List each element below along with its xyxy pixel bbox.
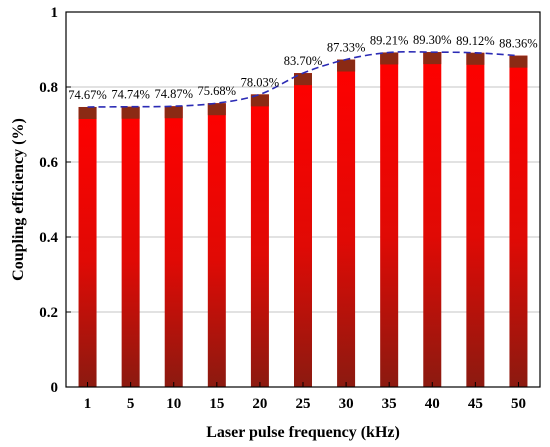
y-ticks-group: 0 0.2 0.4 0.6 0.8 1 [39,5,71,396]
bar [250,94,269,387]
x-tick-label: 45 [468,396,483,412]
data-label: 87.33% [327,41,366,55]
x-tick-label: 20 [252,396,267,412]
data-label: 89.12% [456,34,495,48]
bar-cap [509,55,528,68]
bar [164,106,183,388]
y-tick-label: 0.4 [39,230,58,246]
data-label: 74.74% [111,88,150,102]
data-label: 78.03% [241,75,280,89]
bar-cap [78,106,97,119]
x-tick-label: 30 [339,396,354,412]
y-tick-label: 1 [51,5,59,21]
data-label: 89.21% [370,33,409,47]
bar [121,106,140,387]
bar [294,73,312,387]
y-tick-label: 0 [51,380,59,396]
bar-cap [380,52,399,65]
bar-cap [121,106,140,119]
bar-cap [466,52,485,65]
x-ticks-group: 1 5 10 15 20 25 30 35 40 45 50 [84,382,526,412]
x-tick-label: 40 [425,396,440,412]
bar [423,52,442,387]
y-tick-label: 0.8 [39,80,58,96]
bar-cap [207,103,226,116]
x-axis-label: Laser pulse frequency (kHz) [206,424,400,441]
bar [509,55,528,388]
data-label: 88.36% [499,37,538,51]
bar [380,52,399,388]
bars-group [78,52,528,388]
data-label: 74.87% [154,87,193,101]
y-tick-label: 0.2 [39,305,58,321]
bar [337,59,356,387]
x-tick-label: 10 [166,396,181,412]
bar-cap [294,73,312,86]
x-tick-label: 50 [511,396,526,412]
bar-cap [337,59,356,72]
data-label: 75.68% [198,84,237,98]
y-tick-label: 0.6 [39,155,58,171]
y-axis-label: Coupling efficiency (%) [10,118,27,281]
data-label: 83.70% [284,54,323,68]
bar-cap [250,94,269,107]
bar [207,103,226,387]
data-label: 89.30% [413,33,452,47]
x-tick-label: 1 [84,396,92,412]
x-tick-label: 5 [127,396,135,412]
x-tick-label: 15 [209,396,224,412]
bar [466,52,485,388]
bar [78,106,97,388]
x-tick-label: 25 [296,396,311,412]
data-labels-group: 74.67% 74.74% 74.87% 75.68% 78.03% 83.70% 87.3… [68,33,537,102]
x-tick-label: 35 [382,396,397,412]
trend-line [87,50,519,108]
data-label: 74.67% [68,88,107,102]
bar-cap [423,52,442,65]
bar-cap [164,106,183,119]
